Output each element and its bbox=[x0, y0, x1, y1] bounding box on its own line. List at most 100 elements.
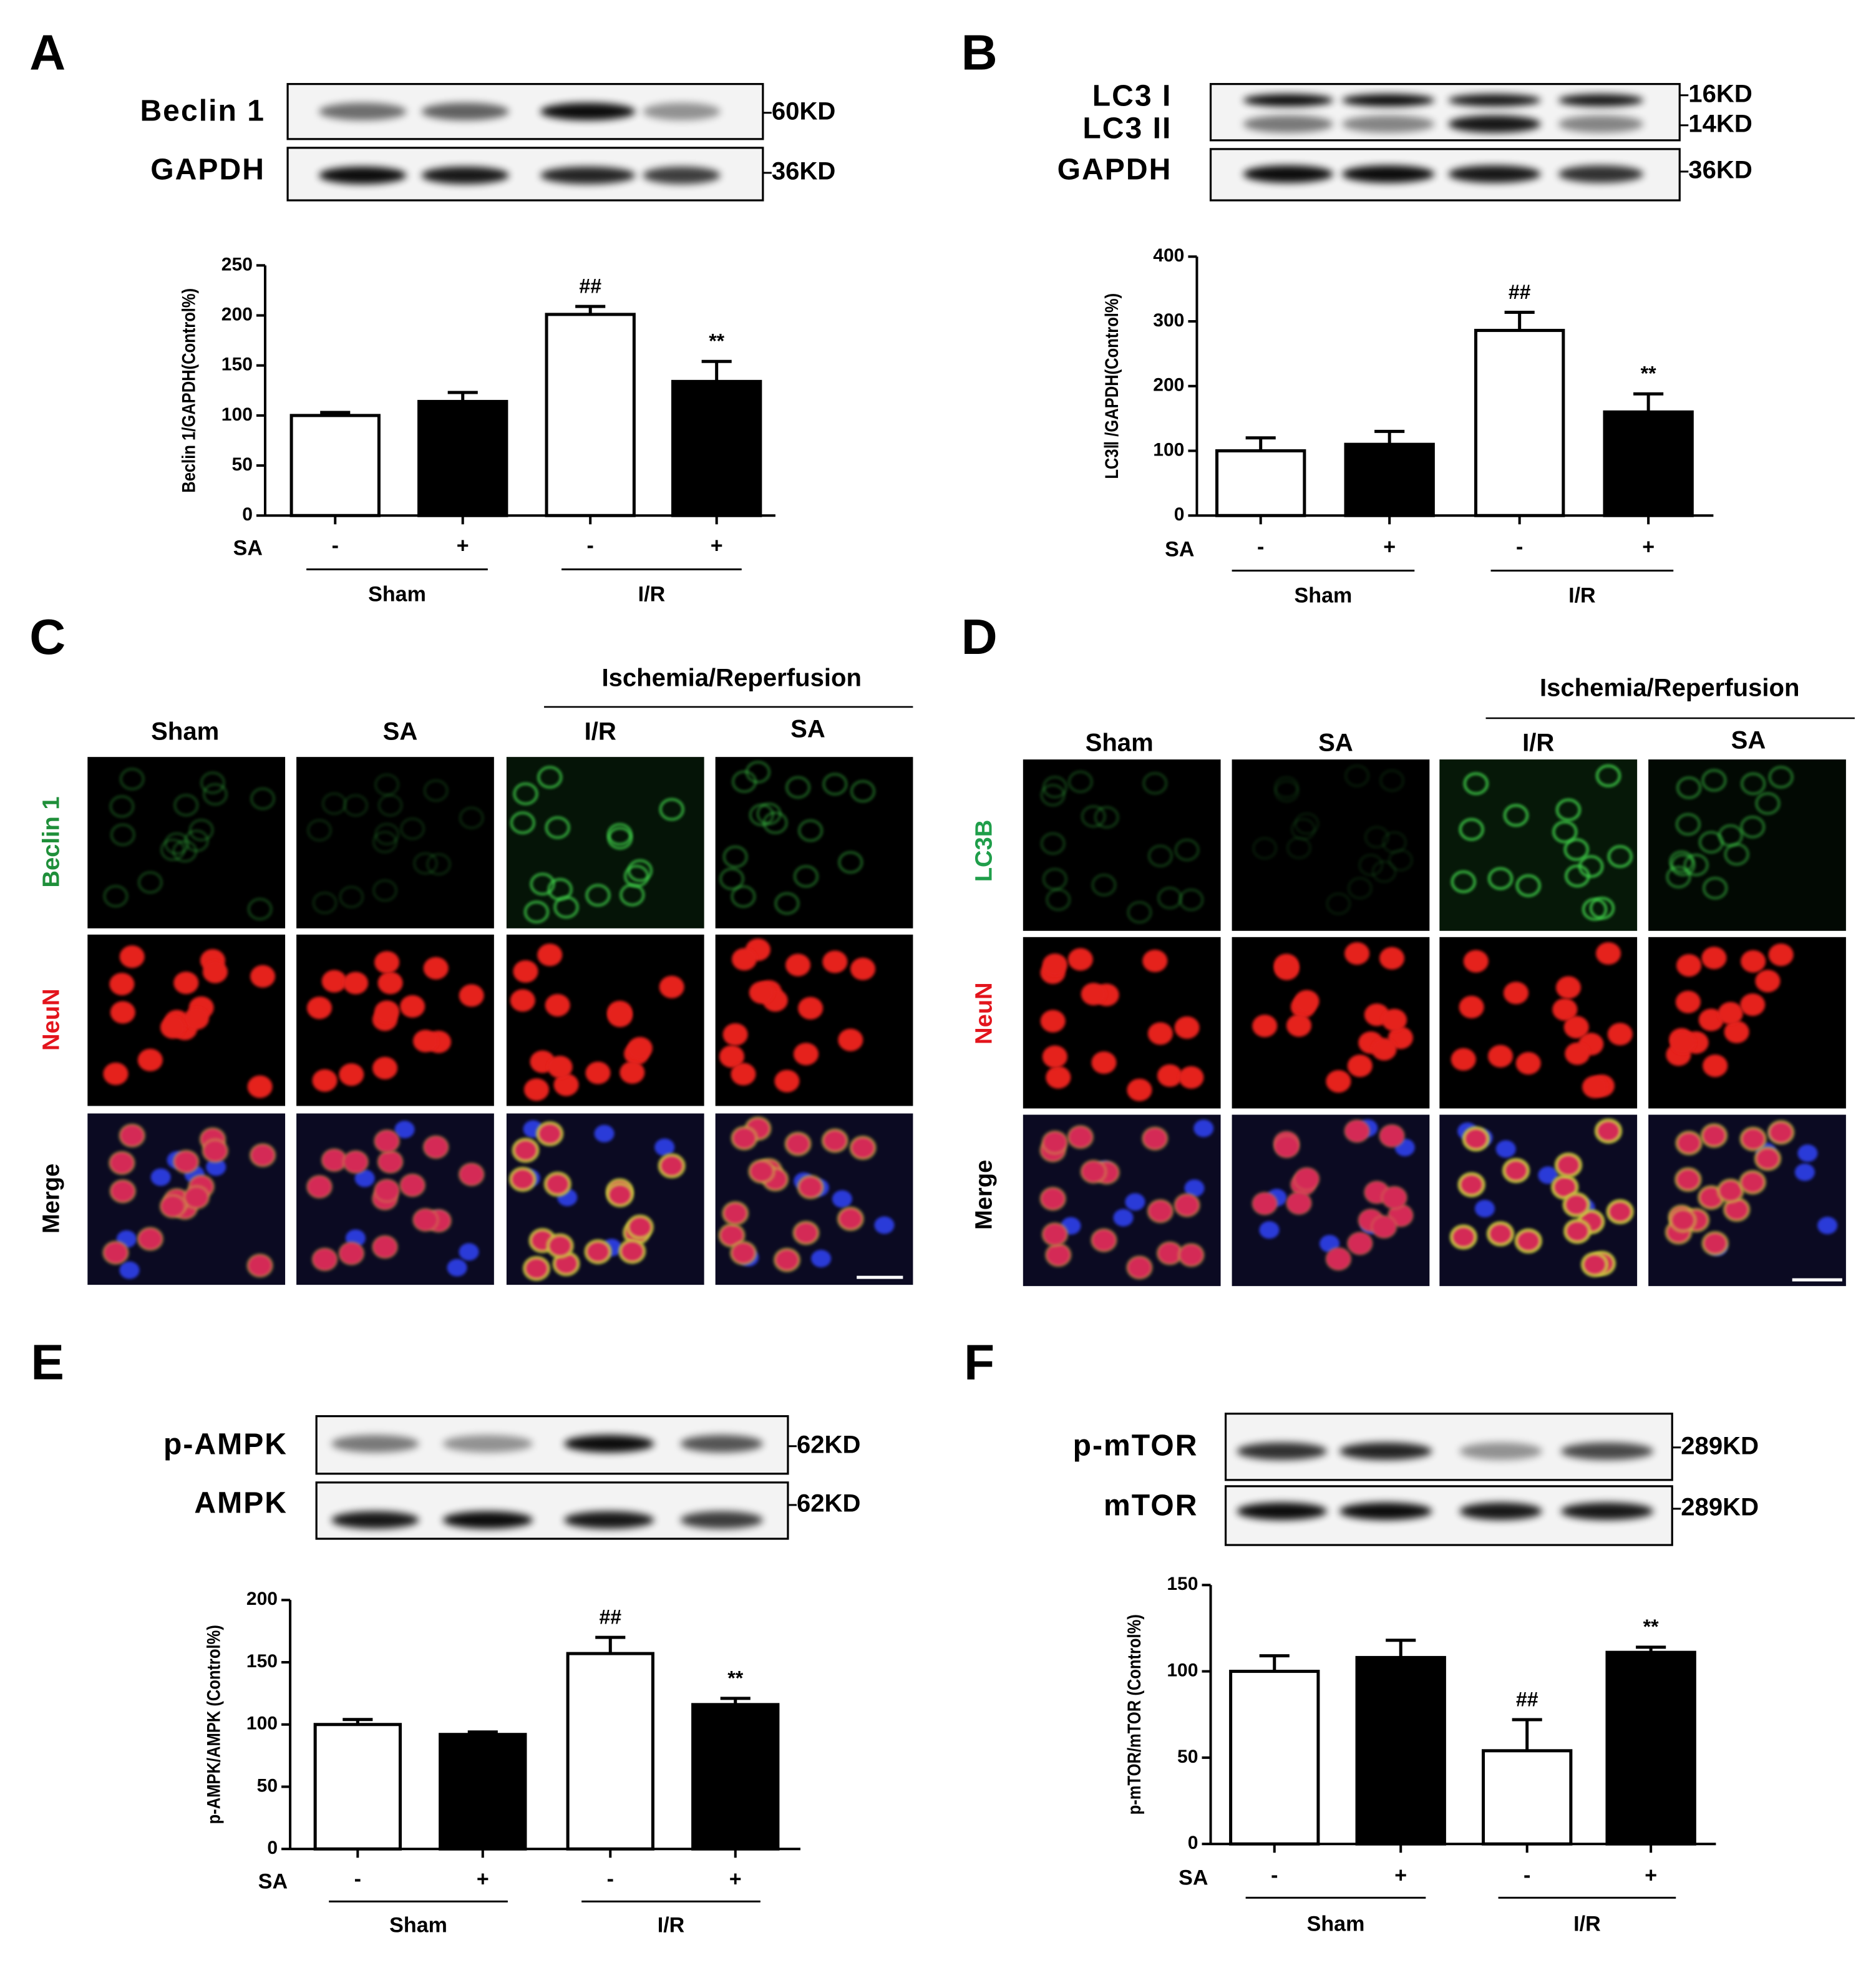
nucleus bbox=[1125, 1193, 1145, 1211]
nucleus bbox=[1495, 1140, 1516, 1158]
red-cell bbox=[321, 970, 347, 993]
red-cell bbox=[423, 957, 449, 980]
blot-band bbox=[1560, 1502, 1654, 1520]
x-tick-label: + bbox=[711, 533, 723, 557]
y-tick-label: 100 bbox=[246, 1713, 278, 1734]
red-cell bbox=[1174, 1016, 1200, 1039]
red-cell bbox=[1607, 1023, 1633, 1046]
group-label: I/R bbox=[1568, 584, 1596, 608]
panel-letter: E bbox=[31, 1334, 64, 1390]
green-cell bbox=[200, 771, 226, 794]
merged-cell bbox=[158, 1194, 187, 1219]
red-cell bbox=[110, 1001, 135, 1024]
merged-cell bbox=[522, 1255, 551, 1281]
column-label: SA bbox=[1318, 729, 1353, 757]
merged-cell bbox=[1606, 1199, 1634, 1225]
green-haze bbox=[506, 757, 704, 928]
blot-band bbox=[442, 1435, 533, 1453]
blot-frame bbox=[315, 1481, 789, 1540]
blot-band bbox=[643, 102, 721, 120]
micrograph bbox=[296, 1113, 494, 1285]
bar bbox=[439, 1733, 527, 1851]
red-cell bbox=[1582, 1075, 1608, 1099]
bar bbox=[1603, 410, 1694, 517]
green-cell bbox=[731, 885, 756, 908]
merged-cell bbox=[1739, 1169, 1767, 1195]
merged-cell bbox=[508, 1166, 537, 1192]
blot-band bbox=[1448, 165, 1541, 183]
nucleus bbox=[1193, 1119, 1214, 1137]
y-tick-label: 0 bbox=[1188, 1833, 1198, 1853]
y-axis-label: Beclin 1/GAPDH(Control%) bbox=[178, 288, 199, 493]
micrograph bbox=[1023, 937, 1221, 1109]
merged-cell bbox=[536, 1121, 564, 1147]
green-cell bbox=[1718, 824, 1743, 847]
merged-cell bbox=[118, 1123, 146, 1148]
merged-cell bbox=[1754, 1146, 1782, 1172]
red-cell bbox=[137, 1048, 163, 1071]
nucleus bbox=[1538, 1166, 1558, 1184]
merged-cell bbox=[1285, 1191, 1313, 1216]
micrograph-bg bbox=[1023, 759, 1221, 931]
green-cell bbox=[793, 865, 819, 888]
x-tick-label: - bbox=[1524, 1863, 1530, 1887]
bar bbox=[1215, 449, 1306, 517]
green-cell bbox=[1563, 838, 1589, 861]
green-cell bbox=[620, 884, 645, 907]
blot-band bbox=[1342, 94, 1435, 107]
red-cell bbox=[1487, 1045, 1514, 1068]
green-cell bbox=[627, 859, 653, 882]
column-label: I/R bbox=[585, 718, 616, 746]
green-cell bbox=[785, 776, 811, 799]
green-cell bbox=[1379, 769, 1405, 792]
green-cell bbox=[1487, 867, 1514, 890]
red-cell bbox=[173, 972, 199, 995]
green-cell bbox=[1042, 776, 1067, 799]
red-cell bbox=[1081, 983, 1106, 1006]
micrograph bbox=[715, 1113, 913, 1285]
column-label: I/R bbox=[1522, 729, 1554, 757]
micrograph bbox=[87, 934, 286, 1106]
x-tick-label: - bbox=[332, 533, 339, 557]
y-tick-label: 200 bbox=[1153, 375, 1184, 396]
red-cell bbox=[160, 1016, 186, 1039]
y-tick-label: 50 bbox=[1177, 1746, 1198, 1767]
micrograph bbox=[1648, 759, 1846, 931]
group-label: Sham bbox=[368, 583, 426, 606]
y-tick-label: 100 bbox=[1153, 439, 1184, 460]
blot-band bbox=[540, 166, 636, 185]
red-cell bbox=[1563, 1016, 1589, 1039]
green-cell bbox=[822, 772, 848, 796]
significance: ## bbox=[579, 275, 601, 297]
merged-cell bbox=[730, 1125, 759, 1151]
size-marker: 289KD bbox=[1681, 1494, 1759, 1521]
red-cell bbox=[1768, 943, 1794, 967]
green-cell bbox=[1555, 798, 1582, 821]
red-cell bbox=[119, 945, 145, 968]
merged-cell bbox=[1675, 1130, 1703, 1156]
nucleus bbox=[1184, 1179, 1205, 1197]
blot-band bbox=[564, 1511, 654, 1529]
red-cell bbox=[547, 1055, 573, 1079]
green-cell bbox=[510, 811, 535, 834]
green-cell bbox=[374, 773, 400, 796]
red-cell bbox=[1067, 948, 1093, 971]
merged-cell bbox=[1739, 1126, 1767, 1152]
significance: ** bbox=[1643, 1615, 1659, 1638]
merged-cell bbox=[1554, 1152, 1583, 1178]
red-cell bbox=[343, 972, 369, 995]
bar bbox=[1344, 442, 1435, 517]
red-cell bbox=[1740, 993, 1766, 1016]
green-cell bbox=[798, 819, 824, 842]
y-tick-label: 100 bbox=[221, 404, 253, 425]
panel-letter: D bbox=[961, 608, 998, 665]
merged-cell bbox=[1146, 1199, 1174, 1224]
micrograph bbox=[1648, 937, 1846, 1109]
merged-cell bbox=[729, 1240, 757, 1266]
blot-band bbox=[1459, 1502, 1542, 1520]
merged-cell bbox=[1486, 1221, 1515, 1247]
blot-band bbox=[680, 1511, 763, 1529]
red-cell bbox=[183, 1007, 209, 1030]
red-cell bbox=[1042, 1045, 1067, 1068]
red-cell bbox=[513, 960, 538, 983]
